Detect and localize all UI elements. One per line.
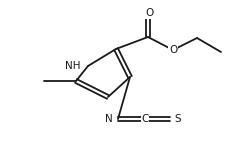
Text: O: O <box>169 45 177 55</box>
Text: O: O <box>146 8 154 18</box>
Text: C: C <box>141 114 149 124</box>
Text: NH: NH <box>65 61 81 71</box>
Text: N: N <box>105 114 113 124</box>
Text: S: S <box>174 114 181 124</box>
